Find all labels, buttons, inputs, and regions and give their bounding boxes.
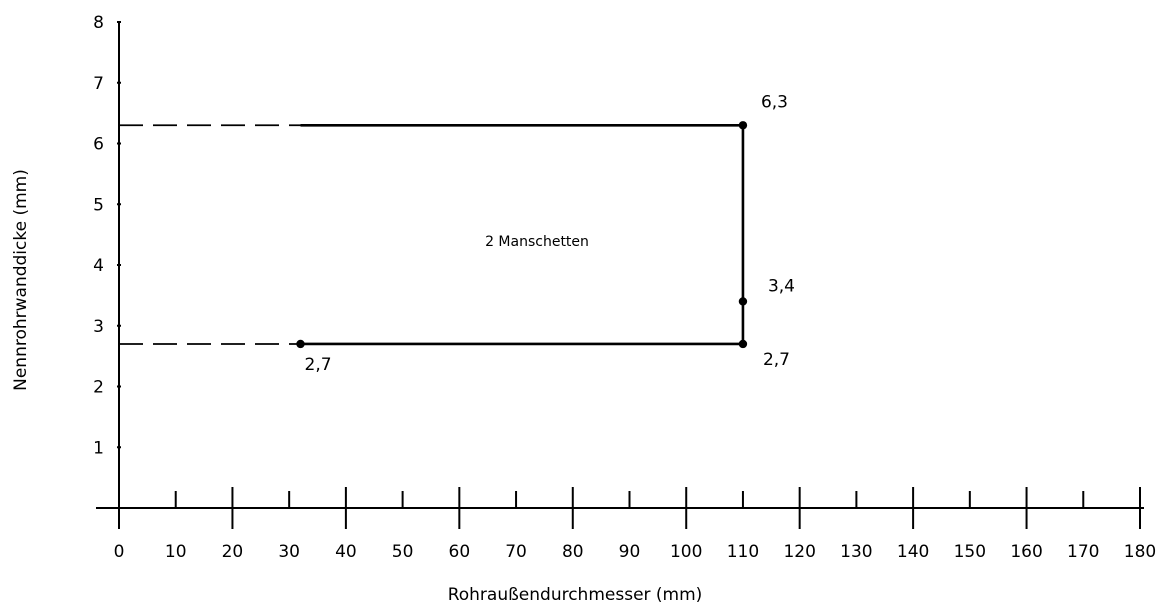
x-tick-label: 70 <box>505 542 527 562</box>
data-point <box>738 339 748 349</box>
x-axis-title: Rohraußendurchmesser (mm) <box>448 585 703 605</box>
x-tick-label: 90 <box>619 542 641 562</box>
series <box>119 123 745 346</box>
x-tick-label: 0 <box>114 542 125 562</box>
x-tick-label: 140 <box>897 542 929 562</box>
y-tick-label: 2 <box>93 378 104 398</box>
y-tick-label: 3 <box>93 317 104 337</box>
data-point <box>296 339 305 349</box>
x-tick-label: 100 <box>670 542 702 562</box>
data-point-label: 6,3 <box>761 92 788 112</box>
x-tick-label: 10 <box>165 542 187 562</box>
x-tick-label: 170 <box>1067 542 1099 562</box>
x-ticks: 0 10 20 30 40 50 60 70 80 90 100 110 120 130 140 150 160… <box>114 487 1156 562</box>
y-tick-label: 4 <box>93 256 104 276</box>
y-tick-label: 8 <box>93 13 104 33</box>
x-tick-label: 20 <box>222 542 244 562</box>
x-tick-label: 40 <box>335 542 357 562</box>
y-axis-title: Nennrohrwanddicke (mm) <box>11 169 31 391</box>
y-tick-label: 5 <box>93 195 104 215</box>
x-tick-label: 180 <box>1124 542 1156 562</box>
y-tick-label: 7 <box>93 74 104 94</box>
data-point-label: 2,7 <box>763 350 790 370</box>
data-point <box>738 297 748 306</box>
x-tick-label: 150 <box>954 542 986 562</box>
region-label: 2 Manschetten <box>485 234 589 250</box>
x-tick-label: 30 <box>278 542 300 562</box>
data-point <box>738 121 748 130</box>
axes <box>96 22 1144 509</box>
data-point-label: 2,7 <box>305 355 332 375</box>
y-tick-label: 1 <box>93 438 104 458</box>
y-tick-label: 6 <box>93 135 104 155</box>
x-tick-label: 130 <box>840 542 872 562</box>
points: 6,3 3,4 2,7 2,7 <box>296 92 795 375</box>
x-tick-label: 80 <box>562 542 584 562</box>
x-tick-label: 160 <box>1010 542 1042 562</box>
x-tick-label: 120 <box>783 542 815 562</box>
x-tick-label: 60 <box>449 542 471 562</box>
x-tick-label: 110 <box>727 542 759 562</box>
x-tick-label: 50 <box>392 542 414 562</box>
data-point-label: 3,4 <box>768 276 795 296</box>
y-ticks: 1 2 3 4 5 6 7 8 <box>93 13 121 458</box>
